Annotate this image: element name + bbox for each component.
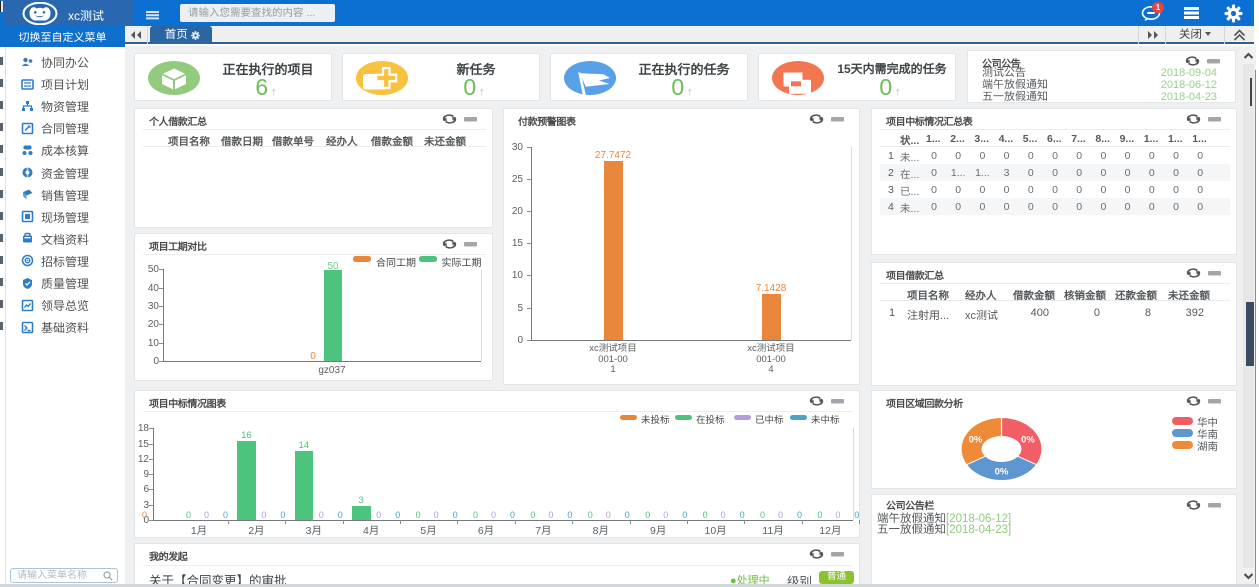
svg-text:0%: 0% <box>969 435 983 446</box>
svg-text:0%: 0% <box>1021 435 1035 446</box>
svg-text:0%: 0% <box>995 467 1009 478</box>
